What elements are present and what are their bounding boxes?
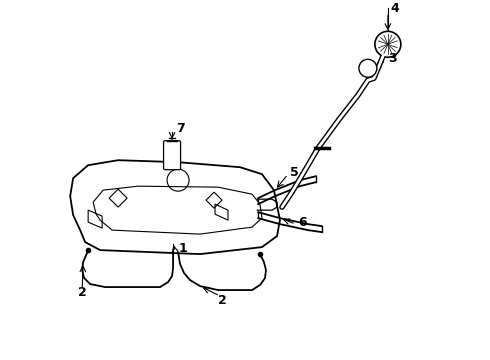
- Text: 7: 7: [176, 122, 185, 135]
- Text: 2: 2: [78, 285, 87, 298]
- Circle shape: [375, 31, 401, 57]
- Text: 5: 5: [290, 166, 299, 179]
- Text: 4: 4: [391, 2, 400, 15]
- FancyBboxPatch shape: [164, 141, 180, 170]
- Text: 6: 6: [298, 216, 307, 229]
- Text: 3: 3: [388, 52, 396, 65]
- Text: 2: 2: [218, 293, 227, 307]
- Text: 1: 1: [178, 242, 187, 255]
- Circle shape: [359, 59, 377, 77]
